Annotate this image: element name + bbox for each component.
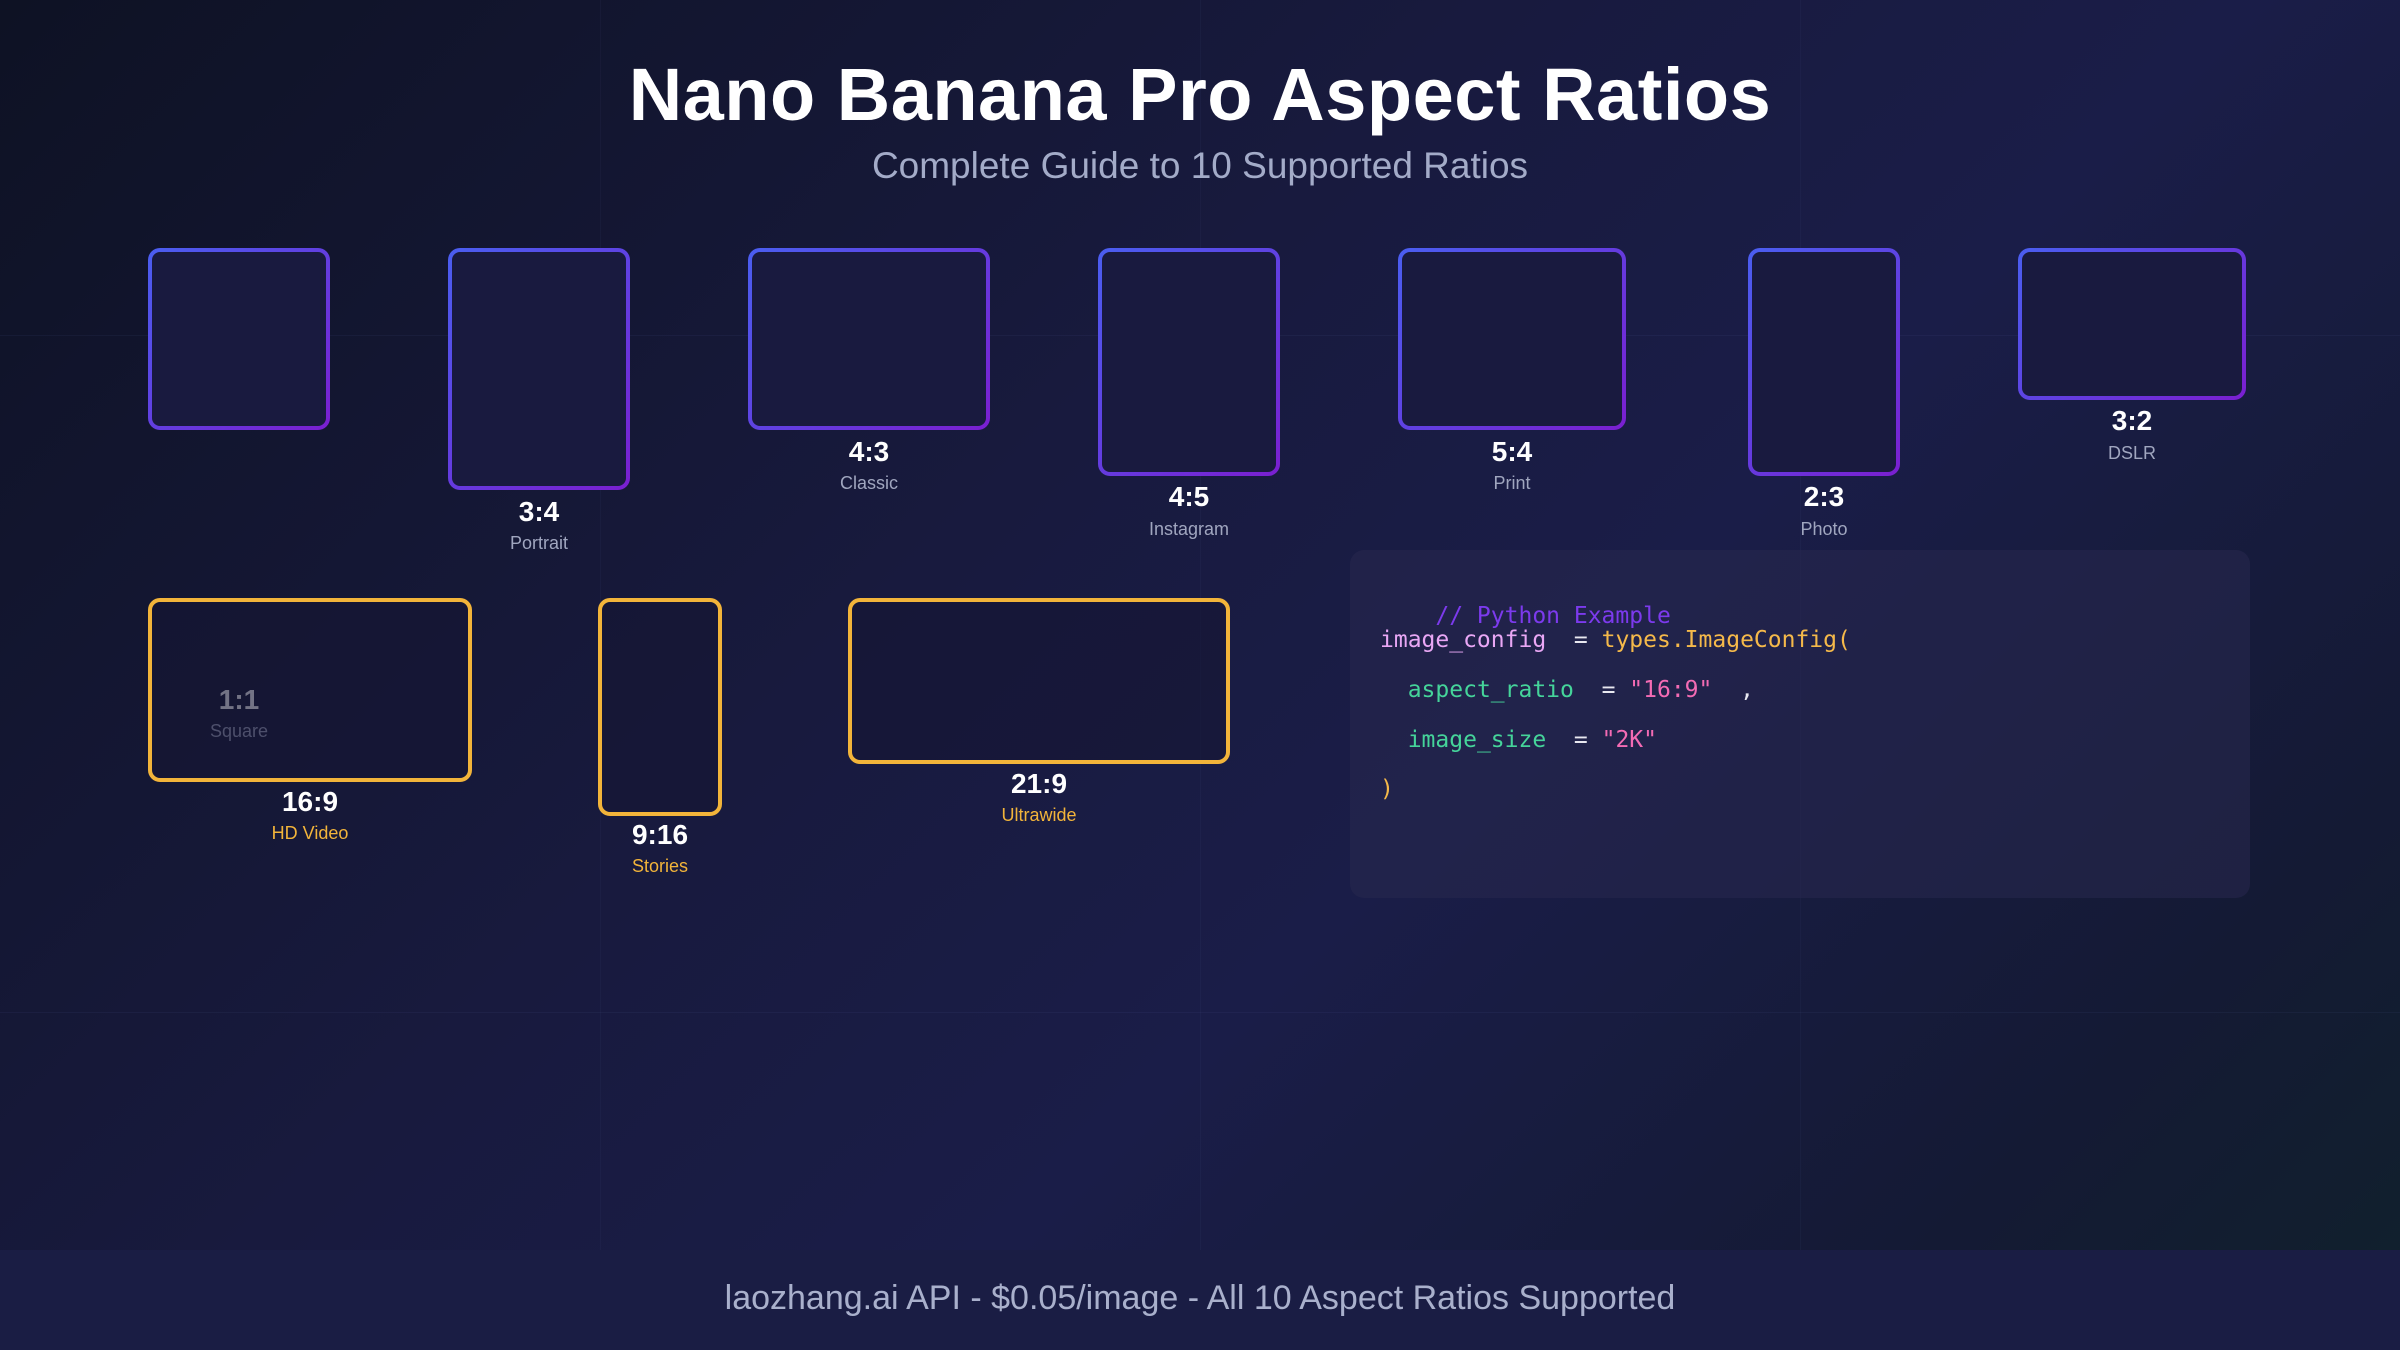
ratio-description: Print	[1493, 473, 1531, 493]
ratio-frame	[848, 598, 1230, 764]
code-line: )	[1380, 776, 1394, 802]
code-example-panel: // Python Example image_config = types.I…	[1350, 550, 2250, 898]
ratio-description: Portrait	[509, 533, 569, 553]
code-line: // Python Example	[1380, 577, 1671, 655]
footer-text: laozhang.ai API - $0.05/image - All 10 A…	[724, 1279, 1676, 1317]
ratio-label: 21:9	[1010, 768, 1068, 799]
ratio-frame	[598, 598, 722, 816]
ratio-label: 16:9	[281, 786, 339, 817]
code-variable: image_config	[1380, 627, 1547, 653]
code-operator: =	[1601, 677, 1616, 703]
code-line: image_size = "2K"	[1380, 727, 1657, 753]
code-comma: ,	[1740, 677, 1754, 703]
ratio-card-9-16: 9:16 Stories	[598, 598, 722, 876]
ratio-description: Photo	[1800, 519, 1848, 539]
code-keyword-arg: aspect_ratio	[1407, 677, 1574, 703]
ratio-frame	[148, 248, 330, 430]
code-line: image_config = types.ImageConfig(	[1380, 627, 1851, 653]
ratio-frame	[1098, 248, 1280, 476]
grid-line	[0, 1012, 2400, 1013]
ratio-description: Ultrawide	[1001, 805, 1077, 825]
page-title: Nano Banana Pro Aspect Ratios	[628, 53, 1772, 136]
code-operator: =	[1573, 727, 1588, 753]
ratio-frame	[1748, 248, 1900, 476]
code-close-paren: )	[1380, 776, 1394, 802]
ratio-card-5-4: 5:4 Print	[1398, 248, 1626, 493]
ratio-card-21-9: 21:9 Ultrawide	[848, 598, 1230, 825]
ratio-description: Stories	[631, 856, 689, 876]
ratio-frame	[748, 248, 990, 430]
ratio-frame	[1398, 248, 1626, 430]
code-operator: =	[1573, 627, 1588, 653]
ratio-card-1-1: 1:1 Square	[148, 248, 330, 741]
ratio-label: 4:3	[848, 436, 890, 467]
ratio-card-4-3: 4:3 Classic	[748, 248, 990, 493]
code-line: aspect_ratio = "16:9" ,	[1380, 677, 1754, 703]
ratio-label: 5:4	[1491, 436, 1533, 467]
ratio-label: 2:3	[1803, 481, 1845, 512]
ratio-label: 3:4	[518, 496, 560, 527]
ratio-frame	[148, 598, 472, 782]
ratio-frame	[2018, 248, 2246, 400]
ratio-label: 4:5	[1168, 481, 1210, 512]
ratio-card-3-2: 3:2 DSLR	[2018, 248, 2246, 463]
ratio-card-4-5: 4:5 Instagram	[1098, 248, 1280, 539]
ratio-description: Instagram	[1148, 519, 1230, 539]
code-string: "2K"	[1601, 727, 1657, 753]
ratio-card-3-4: 3:4 Portrait	[448, 248, 630, 553]
ratio-description: HD Video	[271, 823, 349, 843]
footer-bar: laozhang.ai API - $0.05/image - All 10 A…	[0, 1250, 2400, 1350]
code-keyword-arg: image_size	[1407, 727, 1547, 753]
ratio-label: 3:2	[2111, 405, 2153, 436]
code-comment: // Python Example	[1435, 603, 1671, 629]
code-function: types.ImageConfig(	[1601, 627, 1851, 653]
ratio-description: DSLR	[2107, 443, 2156, 463]
code-string: "16:9"	[1629, 677, 1713, 703]
ratio-description: Classic	[839, 473, 898, 493]
page-subtitle: Complete Guide to 10 Supported Ratios	[871, 145, 1529, 186]
ratio-frame	[448, 248, 630, 490]
ratio-card-2-3: 2:3 Photo	[1748, 248, 1900, 539]
ratio-card-16-9: 16:9 HD Video	[148, 598, 472, 843]
ratio-label: 9:16	[631, 819, 689, 850]
